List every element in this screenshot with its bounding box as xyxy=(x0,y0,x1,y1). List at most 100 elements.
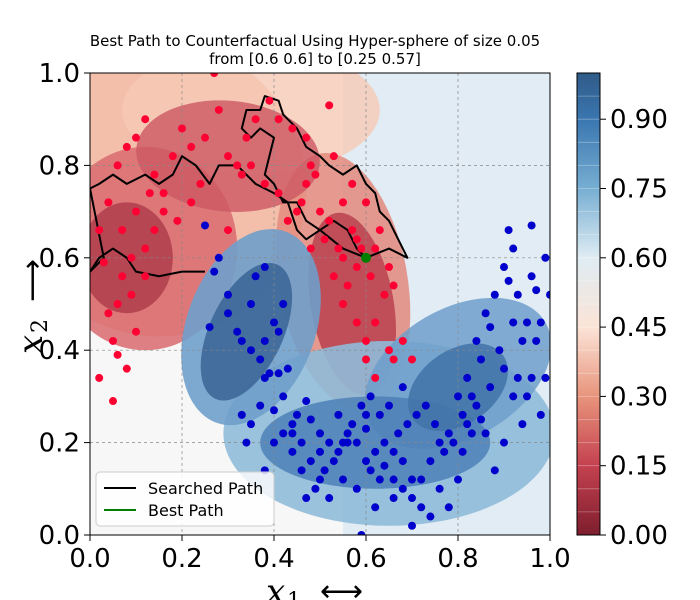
start-point xyxy=(361,252,371,263)
y-axis-ticks: 0.0 0.2 0.4 0.6 0.8 1.0 xyxy=(39,59,90,551)
class-1-point xyxy=(536,410,545,419)
class-1-point xyxy=(385,401,393,410)
class-1-point xyxy=(279,300,288,308)
class-1-point xyxy=(270,438,278,447)
class-0-point xyxy=(302,179,311,188)
colorbar-tick-label: 0.15 xyxy=(610,452,668,482)
class-1-point xyxy=(435,438,444,447)
class-0-point xyxy=(385,263,393,272)
legend-best-path-label: Best Path xyxy=(148,501,224,520)
class-0-point xyxy=(132,133,140,142)
class-0-point xyxy=(233,161,242,170)
class-1-point xyxy=(527,272,536,281)
class-1-point xyxy=(325,494,334,503)
colorbar-tick-label: 0.45 xyxy=(610,313,668,343)
contour-region xyxy=(200,262,293,401)
class-1-point xyxy=(403,420,412,429)
class-1-point xyxy=(306,457,315,466)
class-1-point xyxy=(274,327,283,336)
x-axis-arrow: ⟷ xyxy=(320,574,363,600)
class-0-point xyxy=(352,318,361,327)
searched-path-line xyxy=(90,95,409,278)
x-tick-label: 0.8 xyxy=(437,544,478,574)
class-0-point xyxy=(251,115,260,124)
class-1-point xyxy=(541,253,550,262)
class-0-point xyxy=(325,101,334,110)
class-0-point xyxy=(325,216,334,225)
class-0-point xyxy=(127,253,136,262)
class-0-point xyxy=(293,207,301,216)
class-1-point xyxy=(408,521,416,530)
class-0-point xyxy=(362,198,370,207)
class-1-point xyxy=(541,373,550,382)
class-1-point xyxy=(467,392,476,401)
class-0-point xyxy=(178,124,186,133)
class-1-point xyxy=(532,336,541,345)
class-0-point xyxy=(297,198,306,207)
class-1-point xyxy=(504,226,513,235)
x-tick-label: 0.4 xyxy=(253,544,294,574)
class-1-point xyxy=(242,438,251,447)
class-1-point xyxy=(366,466,375,475)
class-1-point xyxy=(513,290,522,299)
class-0-point xyxy=(247,161,255,170)
class-1-point xyxy=(380,461,389,470)
class-0-point xyxy=(274,115,283,124)
y-tick-label: 0.8 xyxy=(39,151,80,181)
class-1-point xyxy=(251,272,260,281)
class-1-point xyxy=(247,346,255,355)
class-0-point xyxy=(320,235,329,244)
class-0-point xyxy=(343,281,352,290)
class-1-point xyxy=(247,420,255,429)
class-0-point xyxy=(109,336,117,345)
class-1-point xyxy=(265,369,274,378)
class-0-point xyxy=(398,336,407,345)
class-0-point xyxy=(104,309,113,318)
class-1-point xyxy=(205,323,214,332)
class-1-point xyxy=(224,309,232,318)
class-0-point xyxy=(242,133,251,142)
class-1-point xyxy=(362,457,370,466)
class-1-point xyxy=(458,410,467,419)
class-1-point xyxy=(472,336,481,345)
class-0-point xyxy=(113,350,122,359)
class-1-point xyxy=(371,447,380,456)
class-1-point xyxy=(477,415,485,424)
class-0-point xyxy=(141,272,150,281)
class-1-point xyxy=(357,401,366,410)
x-tick-label: 1.0 xyxy=(529,544,570,574)
class-1-point xyxy=(371,503,380,512)
class-0-point xyxy=(104,198,113,207)
class-1-point xyxy=(288,429,297,438)
x-tick-label: 0.0 xyxy=(69,544,110,574)
y-tick-label: 0.2 xyxy=(39,429,80,459)
class-1-point xyxy=(210,267,219,276)
class-1-point xyxy=(348,420,357,429)
x-axis-label-var: x xyxy=(266,572,285,600)
class-0-point xyxy=(237,170,246,179)
class-0-point xyxy=(132,327,140,336)
y-tick-label: 1.0 xyxy=(39,59,80,89)
class-0-point xyxy=(145,189,154,198)
class-1-point xyxy=(467,429,476,438)
plot-area xyxy=(89,72,551,536)
class-1-point xyxy=(302,397,311,406)
class-0-point xyxy=(187,142,196,151)
class-1-point xyxy=(417,475,426,484)
class-1-point xyxy=(375,475,384,484)
class-1-point xyxy=(398,484,407,493)
class-0-point xyxy=(348,179,357,188)
class-0-point xyxy=(201,133,209,142)
class-1-point xyxy=(500,438,508,447)
class-0-point xyxy=(352,235,361,244)
class-1-point xyxy=(247,300,255,308)
x-tick-label: 0.2 xyxy=(161,544,202,574)
class-0-point xyxy=(159,189,168,198)
class-0-point xyxy=(224,226,232,235)
class-1-point xyxy=(325,438,334,447)
colorbar-tick-label: 0.30 xyxy=(610,382,668,412)
class-0-point xyxy=(371,244,380,253)
class-0-point xyxy=(329,152,338,161)
class-0-point xyxy=(113,300,122,308)
